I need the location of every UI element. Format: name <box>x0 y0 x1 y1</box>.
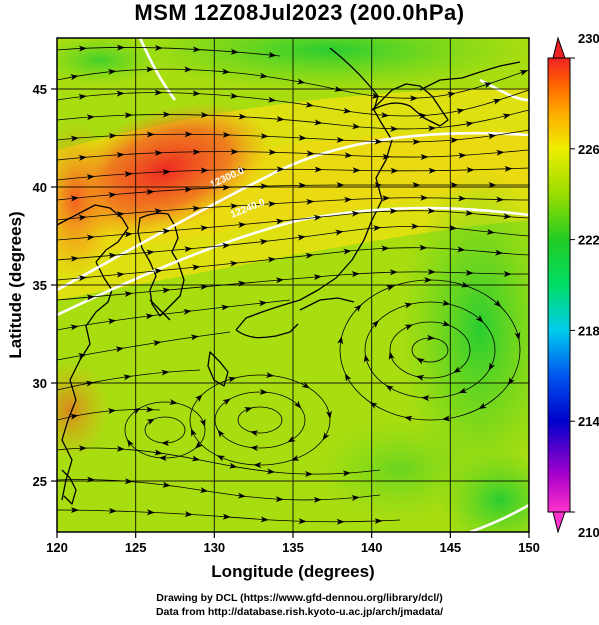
x-tick-label-125: 125 <box>125 540 147 555</box>
x-tick-label-140: 140 <box>361 540 383 555</box>
coastlines <box>57 47 521 505</box>
colorbar: 210 214 218 222 226 230 <box>547 31 599 540</box>
y-axis-label: Latitude (degrees) <box>6 211 25 358</box>
y-tick-label-45: 45 <box>33 82 47 97</box>
x-tick-label-150: 150 <box>518 540 540 555</box>
y-tick-label-30: 30 <box>33 376 47 391</box>
x-tick-label-135: 135 <box>282 540 304 555</box>
x-axis-ticks: 120 125 130 135 140 145 150 <box>46 532 540 555</box>
wind-streamlines <box>57 44 529 525</box>
colorbar-tick-label-218: 218 <box>578 323 599 338</box>
x-axis-label: Longitude (degrees) <box>211 562 374 581</box>
colorbar-tick-label-210: 210 <box>578 525 599 540</box>
colorbar-tick-label-222: 222 <box>578 233 599 248</box>
x-tick-label-120: 120 <box>46 540 68 555</box>
x-tick-label-130: 130 <box>203 540 225 555</box>
x-tick-label-145: 145 <box>439 540 461 555</box>
y-tick-label-35: 35 <box>33 278 47 293</box>
y-tick-label-25: 25 <box>33 474 47 489</box>
colorbar-tick-label-230: 230 <box>578 31 599 46</box>
temperature-field: 12300.0 12240.0 <box>57 38 529 532</box>
credit-drawing: Drawing by DCL (https://www.gfd-dennou.o… <box>156 592 443 604</box>
y-axis-ticks: 25 30 35 40 45 <box>33 82 57 489</box>
colorbar-tick-label-226: 226 <box>578 142 599 157</box>
y-tick-label-40: 40 <box>33 180 47 195</box>
lat-lon-grid <box>57 38 529 532</box>
credit-data: Data from http://database.rish.kyoto-u.a… <box>155 606 444 618</box>
map-title: MSM 12Z08Jul2023 (200.0hPa) <box>134 0 465 25</box>
colorbar-tick-label-214: 214 <box>578 414 599 429</box>
